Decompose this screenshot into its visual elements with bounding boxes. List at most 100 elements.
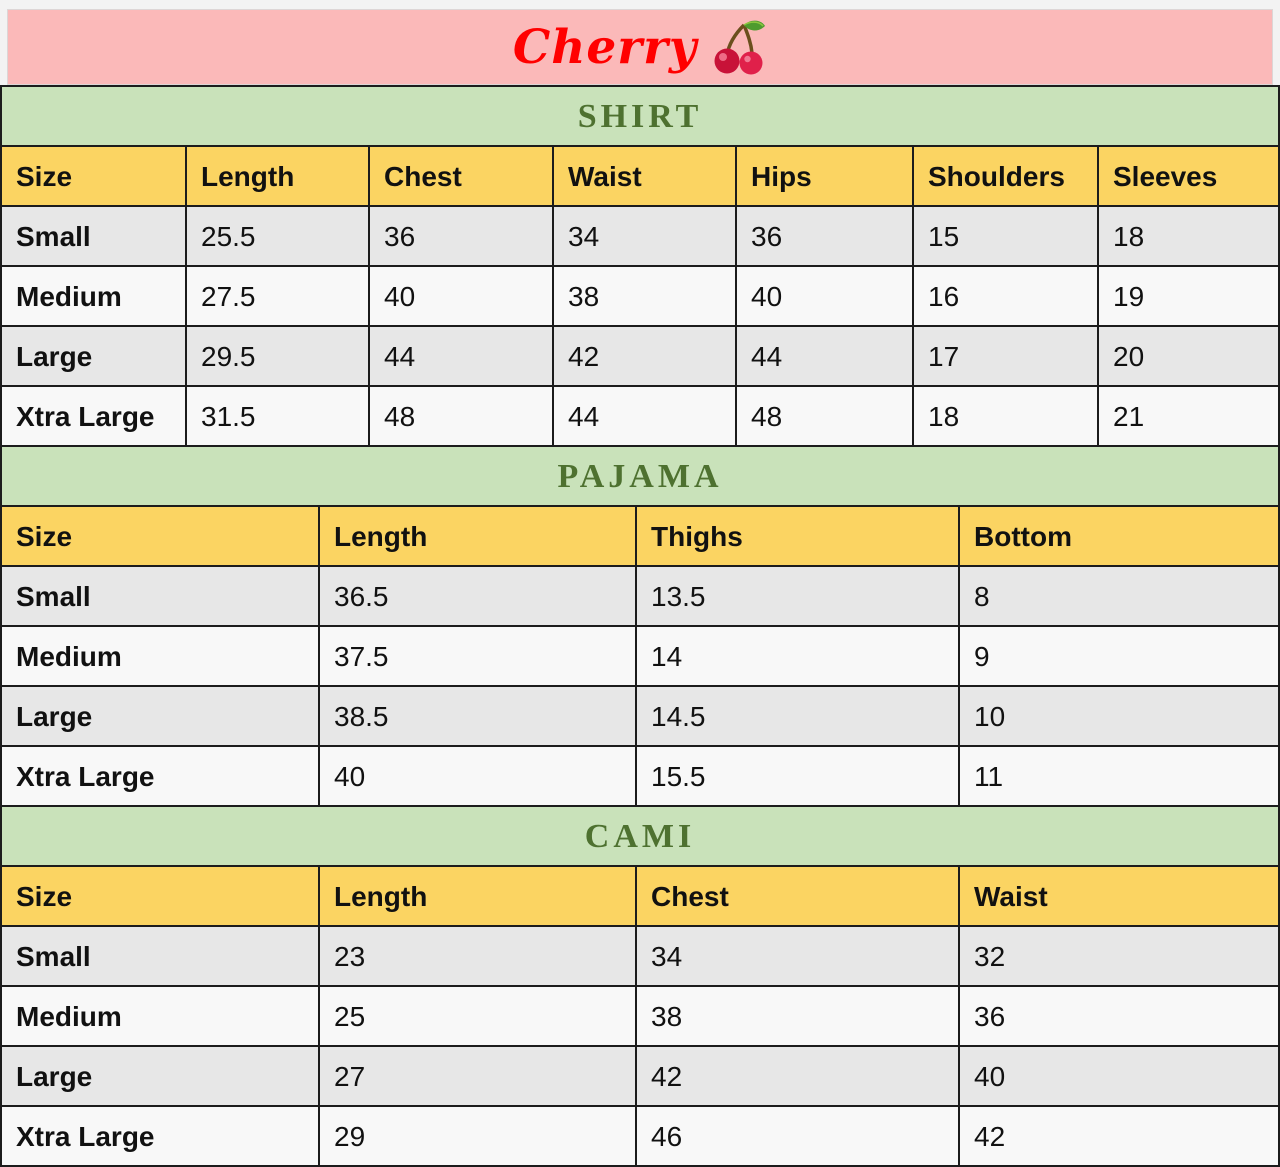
value-cell: 14 <box>635 625 960 687</box>
column-header: Length <box>318 865 637 927</box>
value-cell: 37.5 <box>318 625 637 687</box>
pajama-column-header-row: Size Length Thighs Bottom <box>0 505 1280 567</box>
size-chart-page: Cherry SHIRT Size Length Chest Waist Hip… <box>0 9 1280 1167</box>
column-header: Length <box>185 145 370 207</box>
value-cell: 44 <box>735 325 914 387</box>
shirt-column-header-row: Size Length Chest Waist Hips Shoulders S… <box>0 145 1280 207</box>
size-cell: Small <box>0 565 320 627</box>
value-cell: 44 <box>552 385 737 447</box>
value-cell: 36 <box>368 205 554 267</box>
value-cell: 44 <box>368 325 554 387</box>
table-row: Xtra Large 29 46 42 <box>0 1105 1280 1167</box>
column-header: Size <box>0 505 320 567</box>
column-header: Sleeves <box>1097 145 1280 207</box>
table-row: Large 29.5 44 42 44 17 20 <box>0 325 1280 387</box>
column-header: Size <box>0 145 187 207</box>
column-header: Hips <box>735 145 914 207</box>
value-cell: 13.5 <box>635 565 960 627</box>
value-cell: 20 <box>1097 325 1280 387</box>
column-header: Waist <box>552 145 737 207</box>
brand-title: Cherry <box>512 19 698 75</box>
size-cell: Medium <box>0 625 320 687</box>
value-cell: 8 <box>958 565 1280 627</box>
value-cell: 38 <box>635 985 960 1047</box>
value-cell: 48 <box>735 385 914 447</box>
size-cell: Xtra Large <box>0 1105 320 1167</box>
value-cell: 10 <box>958 685 1280 747</box>
section-title: SHIRT <box>0 85 1280 147</box>
size-cell: Small <box>0 205 187 267</box>
shirt-table: SHIRT Size Length Chest Waist Hips Shoul… <box>0 85 1280 447</box>
value-cell: 42 <box>635 1045 960 1107</box>
brand-banner: Cherry <box>7 9 1273 85</box>
value-cell: 40 <box>318 745 637 807</box>
value-cell: 38.5 <box>318 685 637 747</box>
table-row: Large 38.5 14.5 10 <box>0 685 1280 747</box>
section-title: CAMI <box>0 805 1280 867</box>
size-cell: Xtra Large <box>0 745 320 807</box>
cami-column-header-row: Size Length Chest Waist <box>0 865 1280 927</box>
column-header: Chest <box>635 865 960 927</box>
value-cell: 23 <box>318 925 637 987</box>
value-cell: 32 <box>958 925 1280 987</box>
value-cell: 18 <box>1097 205 1280 267</box>
table-row: Small 36.5 13.5 8 <box>0 565 1280 627</box>
value-cell: 19 <box>1097 265 1280 327</box>
value-cell: 21 <box>1097 385 1280 447</box>
column-header: Bottom <box>958 505 1280 567</box>
value-cell: 9 <box>958 625 1280 687</box>
value-cell: 42 <box>552 325 737 387</box>
column-header: Chest <box>368 145 554 207</box>
size-cell: Medium <box>0 985 320 1047</box>
column-header: Size <box>0 865 320 927</box>
value-cell: 25.5 <box>185 205 370 267</box>
value-cell: 40 <box>735 265 914 327</box>
column-header: Thighs <box>635 505 960 567</box>
table-row: Medium 37.5 14 9 <box>0 625 1280 687</box>
size-cell: Large <box>0 325 187 387</box>
table-row: Medium 25 38 36 <box>0 985 1280 1047</box>
value-cell: 34 <box>635 925 960 987</box>
value-cell: 42 <box>958 1105 1280 1167</box>
section-title: PAJAMA <box>0 445 1280 507</box>
table-row: Large 27 42 40 <box>0 1045 1280 1107</box>
size-cell: Large <box>0 685 320 747</box>
cherry-icon <box>714 20 766 75</box>
cami-table: CAMI Size Length Chest Waist Small 23 34… <box>0 805 1280 1167</box>
section-header-pajama: PAJAMA <box>0 445 1280 507</box>
value-cell: 34 <box>552 205 737 267</box>
table-row: Small 25.5 36 34 36 15 18 <box>0 205 1280 267</box>
column-header: Length <box>318 505 637 567</box>
table-row: Medium 27.5 40 38 40 16 19 <box>0 265 1280 327</box>
column-header: Waist <box>958 865 1280 927</box>
size-cell: Xtra Large <box>0 385 187 447</box>
value-cell: 38 <box>552 265 737 327</box>
value-cell: 27 <box>318 1045 637 1107</box>
value-cell: 29.5 <box>185 325 370 387</box>
value-cell: 36 <box>735 205 914 267</box>
size-cell: Small <box>0 925 320 987</box>
value-cell: 18 <box>912 385 1099 447</box>
section-header-cami: CAMI <box>0 805 1280 867</box>
value-cell: 40 <box>368 265 554 327</box>
value-cell: 36.5 <box>318 565 637 627</box>
pajama-table: PAJAMA Size Length Thighs Bottom Small 3… <box>0 445 1280 807</box>
column-header: Shoulders <box>912 145 1099 207</box>
table-row: Small 23 34 32 <box>0 925 1280 987</box>
value-cell: 17 <box>912 325 1099 387</box>
value-cell: 46 <box>635 1105 960 1167</box>
table-row: Xtra Large 40 15.5 11 <box>0 745 1280 807</box>
value-cell: 48 <box>368 385 554 447</box>
size-cell: Large <box>0 1045 320 1107</box>
section-header-shirt: SHIRT <box>0 85 1280 147</box>
value-cell: 15.5 <box>635 745 960 807</box>
value-cell: 40 <box>958 1045 1280 1107</box>
value-cell: 11 <box>958 745 1280 807</box>
value-cell: 27.5 <box>185 265 370 327</box>
size-cell: Medium <box>0 265 187 327</box>
value-cell: 14.5 <box>635 685 960 747</box>
value-cell: 29 <box>318 1105 637 1167</box>
table-row: Xtra Large 31.5 48 44 48 18 21 <box>0 385 1280 447</box>
value-cell: 25 <box>318 985 637 1047</box>
value-cell: 31.5 <box>185 385 370 447</box>
